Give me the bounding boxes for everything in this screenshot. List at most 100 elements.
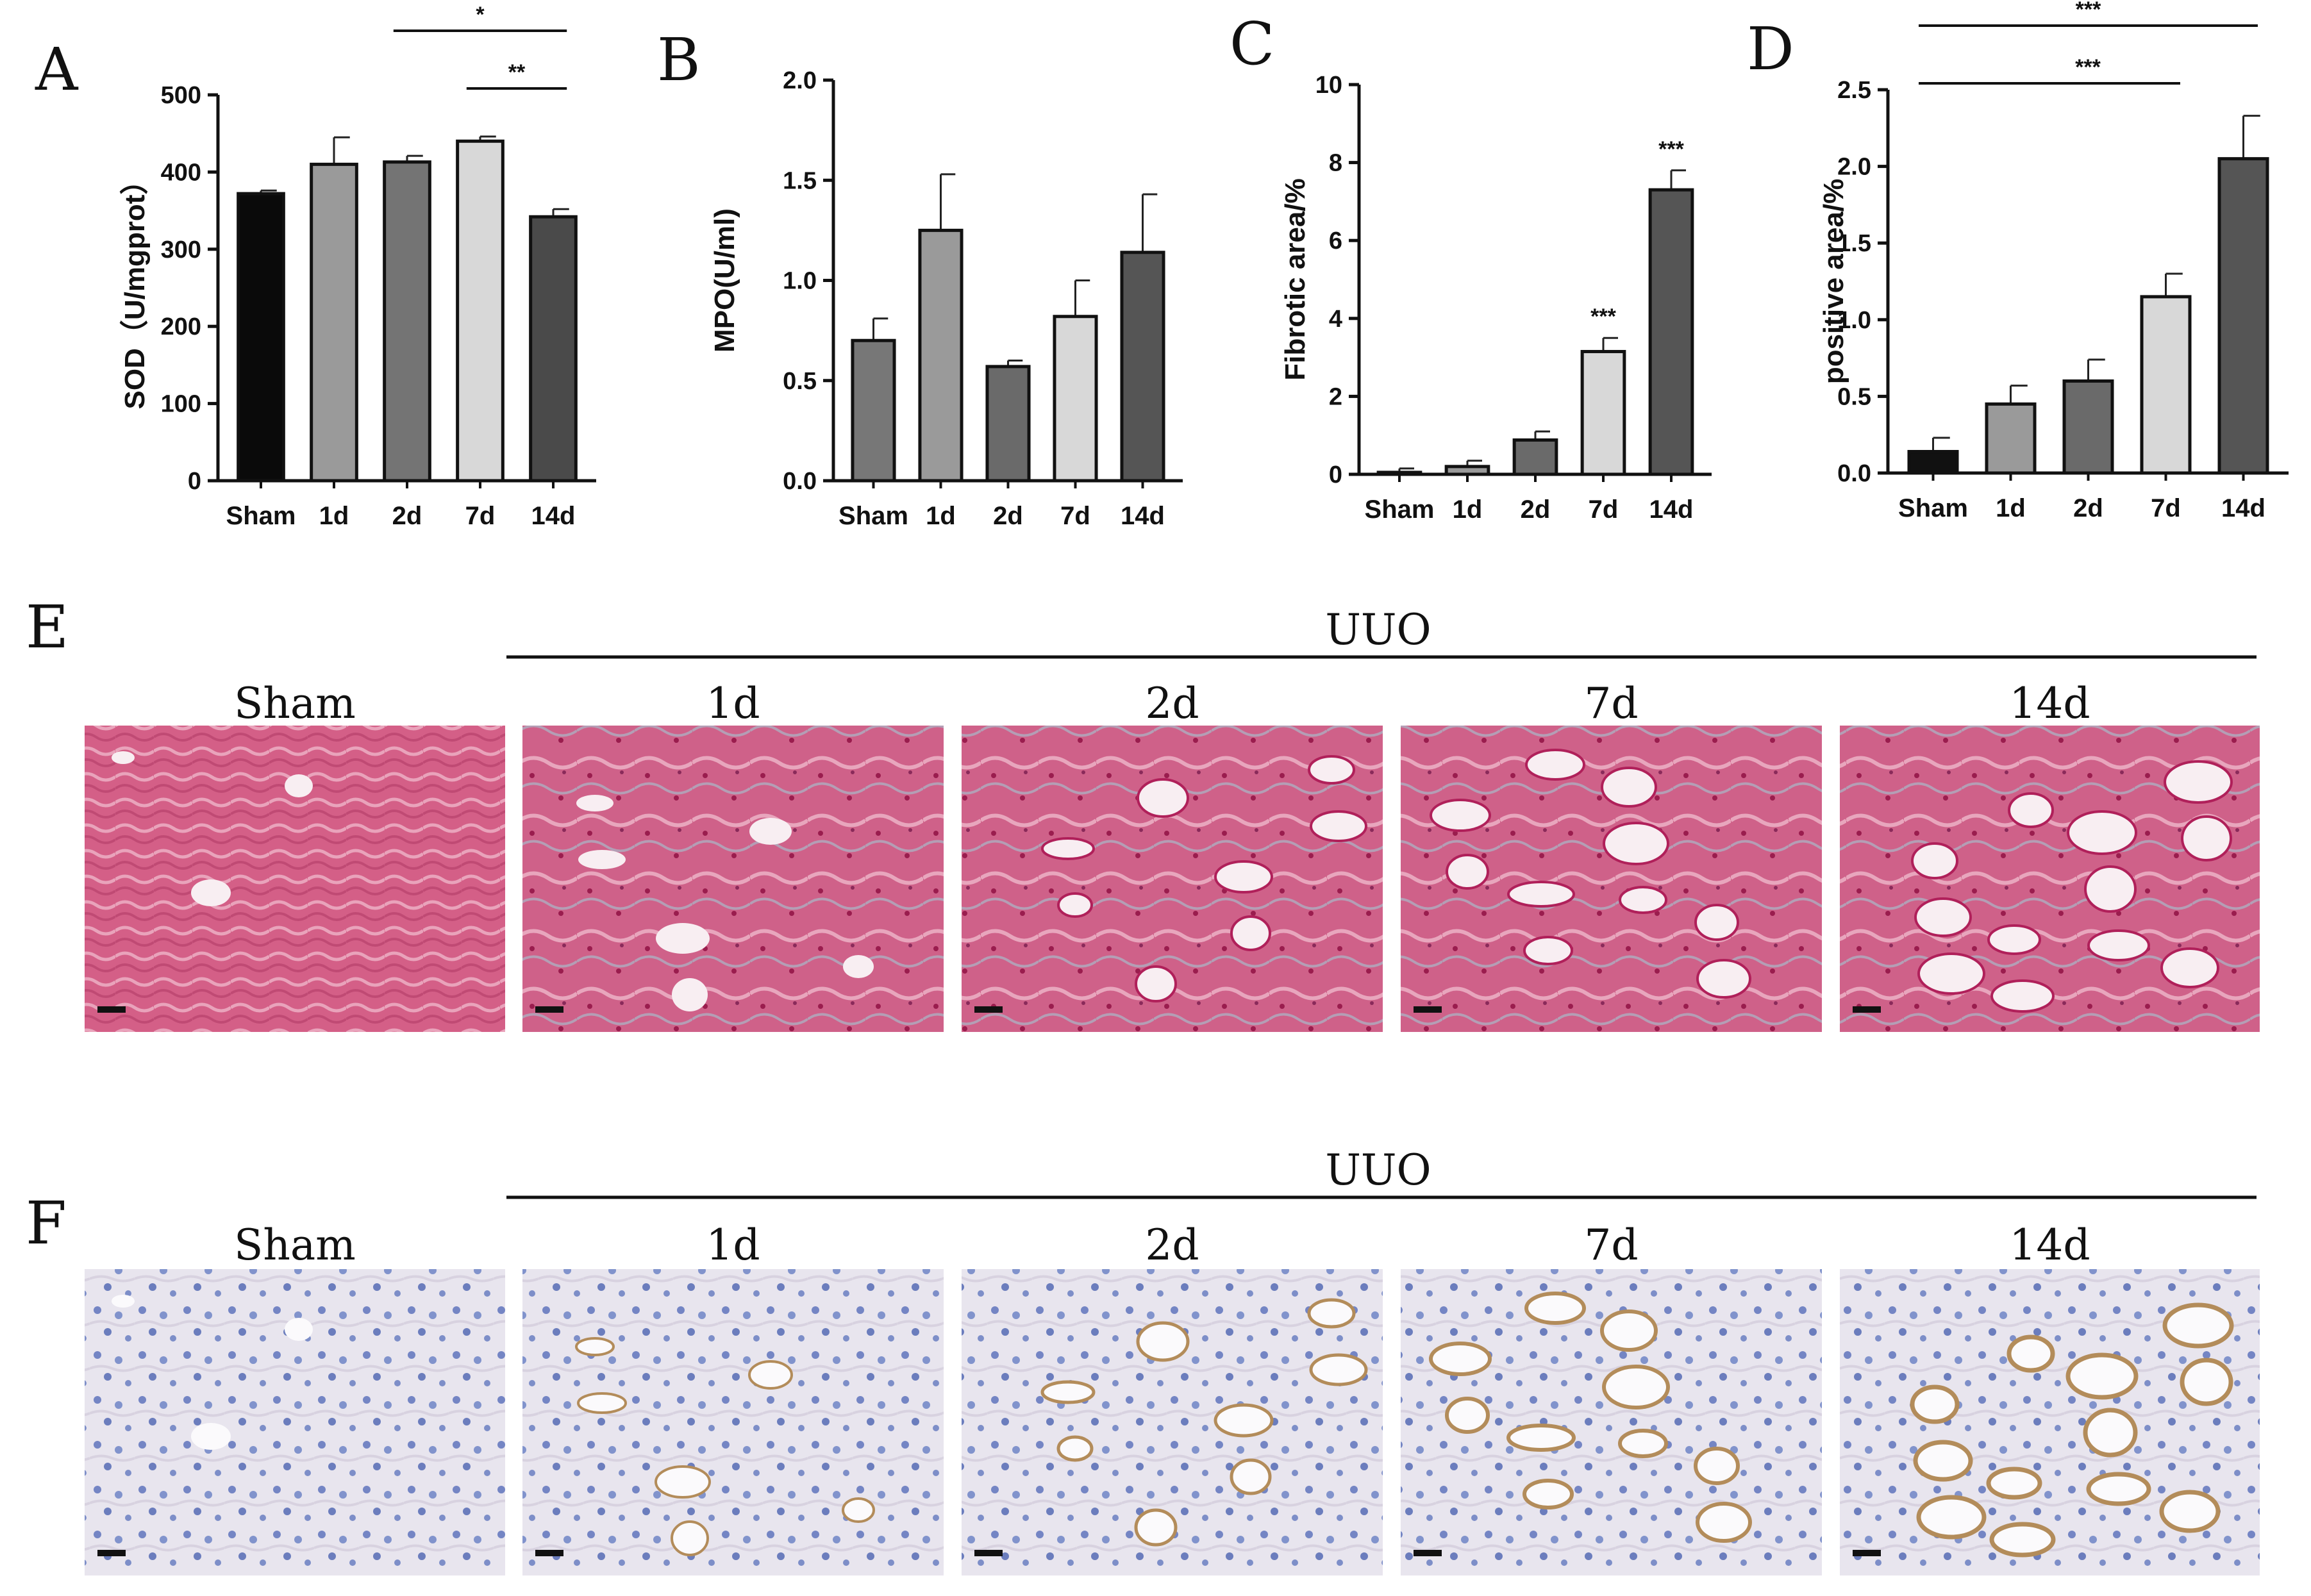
tubule-lumen (112, 1295, 135, 1308)
tubule-lumen (2065, 1352, 2139, 1400)
tubule-lumen (656, 923, 710, 954)
micrograph-image (522, 726, 944, 1032)
tubule-lumen (1524, 1292, 1586, 1325)
scale-bar (1414, 1550, 1442, 1556)
micrograph-column-label: Sham (234, 1220, 356, 1270)
tubule-lumen (2162, 1302, 2234, 1349)
panel-letter: E (26, 593, 69, 661)
scale-bar (1414, 1006, 1442, 1013)
significance-label: *** (2076, 0, 2101, 22)
tubule-lumen (112, 751, 135, 764)
x-tick-label: 2d (2073, 494, 2103, 522)
tubule-lumen (1310, 810, 1367, 842)
x-tick-label: 14d (1649, 495, 1694, 524)
bar (1648, 188, 1694, 476)
tubule-lumen (1696, 1502, 1752, 1543)
tubule-lumen (1990, 979, 2055, 1013)
y-tick-label: 500 (161, 82, 201, 109)
tubule-lumen (1056, 1435, 1094, 1462)
tubule-lumen (843, 955, 874, 978)
y-tick-label: 8 (1329, 150, 1342, 177)
bar (1120, 251, 1165, 483)
x-tick-label: Sham (1365, 495, 1435, 524)
y-tick-label: 300 (161, 237, 201, 263)
tubule-lumen (1618, 1429, 1668, 1458)
tubule-lumen (2008, 792, 2054, 828)
x-tick-label: 14d (531, 502, 576, 530)
tubule-lumen (671, 1520, 709, 1556)
tubule-lumen (1913, 1440, 1973, 1482)
x-tick-label: 7d (1589, 495, 1619, 524)
tubule-lumen (1987, 924, 2041, 955)
tubule-lumen (1446, 854, 1489, 890)
micrograph-column-label: 2d (1145, 679, 1199, 728)
y-tick-label: 200 (161, 313, 201, 340)
bar (2062, 379, 2114, 475)
y-tick-label: 0.5 (1837, 383, 1871, 410)
bar (2217, 157, 2269, 475)
panel-letter: A (35, 35, 79, 104)
y-tick-label: 2.5 (1837, 77, 1871, 104)
scale-bar (97, 1006, 126, 1013)
bar (1580, 349, 1626, 476)
tubule-lumen (1506, 1424, 1576, 1452)
x-tick-label: 2d (392, 502, 422, 530)
tubule-lumen (1914, 897, 1972, 937)
tubule-lumen (1136, 1321, 1190, 1362)
y-tick-label: 1.0 (783, 268, 817, 295)
y-axis-title: SOD（U/mgprot） (119, 167, 151, 410)
tubule-lumen (191, 1423, 231, 1450)
micrograph-image (522, 1269, 944, 1575)
x-tick-label: 2d (993, 502, 1023, 530)
y-tick-label: 2.0 (1837, 154, 1871, 181)
tubule-lumen (2084, 865, 2137, 913)
panel-letter: D (1747, 15, 1794, 83)
tubule-lumen (2086, 1472, 2151, 1506)
y-tick-label: 6 (1329, 228, 1342, 254)
tubule-lumen (2159, 1490, 2221, 1533)
y-tick-label: 1.5 (783, 167, 817, 194)
tubule-lumen (1430, 799, 1491, 832)
x-tick-label: Sham (1898, 494, 1968, 522)
bar (851, 338, 896, 483)
bar-significance-label: *** (1658, 137, 1684, 162)
tubule-lumen (1694, 904, 1739, 941)
micrograph-column-label: 1d (706, 679, 760, 728)
x-tick-label: 1d (319, 502, 349, 530)
y-axis-title: MPO(U/ml) (709, 208, 740, 353)
y-tick-label: 0.0 (1837, 460, 1871, 487)
bar (1907, 450, 1959, 475)
tubule-lumen (1230, 915, 1271, 951)
tubule-lumen (748, 1360, 793, 1390)
bar (1985, 402, 2037, 475)
tubule-lumen (1525, 749, 1585, 781)
y-tick-label: 2 (1329, 383, 1342, 410)
y-tick-label: 0.5 (783, 368, 817, 395)
x-tick-label: 1d (1996, 494, 2026, 522)
tubule-lumen (1989, 1522, 2056, 1558)
tubule-lumen (1137, 778, 1189, 818)
tubule-lumen (1523, 936, 1573, 965)
tubule-lumen (2181, 815, 2232, 861)
tubule-lumen (578, 850, 626, 869)
x-tick-label: 1d (1453, 495, 1483, 524)
chart-panel-c: C 0 2 4 6 8 10 Fibrotic area/% Sham 1d 2d 7d *** 14d *… (1230, 10, 1712, 524)
y-tick-label: 4 (1329, 306, 1342, 333)
bar (383, 160, 431, 483)
y-tick-label: 0 (1329, 461, 1342, 488)
tubule-lumen (2067, 810, 2137, 855)
tubule-lumen (285, 774, 313, 797)
micrograph-column-label: 7d (1584, 679, 1638, 728)
scale-bar (1853, 1006, 1881, 1013)
panel-letter: B (657, 26, 701, 94)
micrograph-panels: E UUO Sham 1d 2d 7d 14d F UUO Sham 1d 2d 7d 14d (26, 593, 2260, 1575)
x-tick-label: 1d (926, 502, 956, 530)
tubule-lumen (1916, 1495, 1987, 1540)
x-tick-label: Sham (838, 502, 908, 530)
uuo-group-label: UUO (1325, 605, 1431, 654)
tubule-lumen (1603, 822, 1669, 865)
micrograph-image (85, 1269, 505, 1575)
tubule-lumen (1429, 1342, 1492, 1376)
x-tick-label: 7d (2151, 494, 2181, 522)
